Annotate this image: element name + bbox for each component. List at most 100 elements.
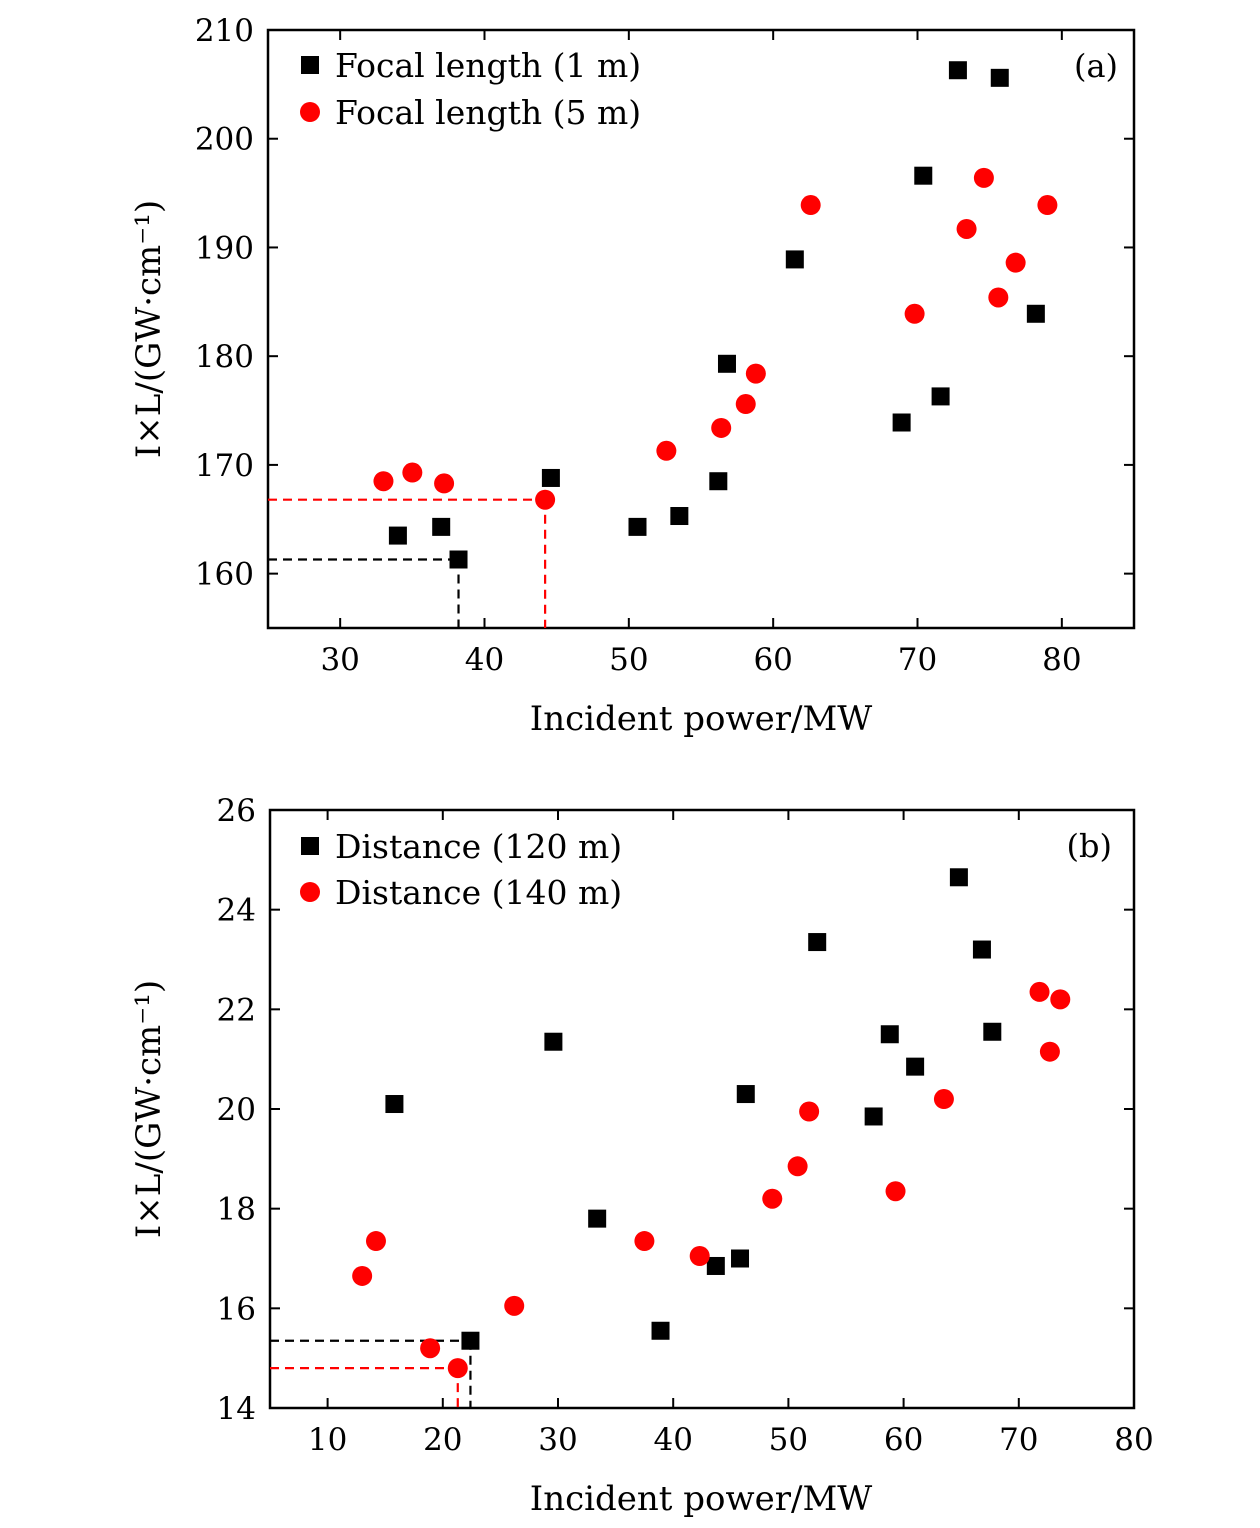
panel-b-circle-point <box>352 1265 373 1286</box>
panel-a-y-tick-label: 190 <box>195 230 254 266</box>
panel-a-square-point <box>449 550 468 569</box>
panel-b-y-tick-label: 20 <box>217 1092 256 1128</box>
panel-a-reference-lines <box>268 498 547 628</box>
panel-a-square-point <box>388 526 407 545</box>
panel-b-x-tick-label: 60 <box>884 1422 923 1458</box>
panel-a-x-tick-label: 30 <box>320 642 359 678</box>
panel-a-x-axis-title: Incident power/MW <box>530 699 872 739</box>
panel-b-square-point <box>461 1331 480 1350</box>
panel-a-x-tick-label: 50 <box>609 642 648 678</box>
panel-a-square-point <box>931 387 950 406</box>
panel-a-square-point <box>717 354 736 373</box>
panel-a: 30 40 50 60 70 80 160 170 180 190 200 210 Incident … <box>129 13 1136 739</box>
panel-b-ticks: 10 20 30 40 50 60 70 80 14 16 18 20 22 24 26 <box>217 793 1154 1458</box>
panel-a-legend-circle-marker <box>300 102 320 122</box>
panel-b-circle-point <box>762 1188 783 1209</box>
panel-b-square-point <box>808 933 827 952</box>
panel-b-y-tick-label: 16 <box>217 1291 256 1327</box>
panel-a-square-point <box>1026 304 1045 323</box>
panel-b-square-point <box>972 940 991 959</box>
panel-b-legend-circle-marker <box>300 882 320 902</box>
panel-b-circle-point <box>799 1101 820 1122</box>
panel-a-y-axis-title: I×L/(GW·cm⁻¹) <box>129 200 169 458</box>
panel-a-y-tick-label: 170 <box>195 448 254 484</box>
panel-a-data-points <box>373 61 1058 569</box>
panel-a-circle-point <box>535 489 556 510</box>
panel-a-square-point <box>785 250 804 269</box>
panel-a-square-point <box>541 468 560 487</box>
panel-b-circle-point <box>1039 1041 1060 1062</box>
panel-b-legend-entry-2: Distance (140 m) <box>335 873 622 912</box>
panel-b-square-point <box>906 1057 925 1076</box>
panel-b: 10 20 30 40 50 60 70 80 14 16 18 20 22 24 26 Incident … <box>129 793 1154 1519</box>
panel-b-circle-point <box>933 1089 954 1110</box>
panel-b-x-tick-label: 10 <box>308 1422 347 1458</box>
panel-b-circle-point <box>420 1338 441 1359</box>
panel-a-x-tick-label: 40 <box>465 642 504 678</box>
panel-a-legend: Focal length (1 m) Focal length (5 m) <box>300 46 641 132</box>
panel-a-circle-point <box>656 440 677 461</box>
panel-b-legend-entry-1: Distance (120 m) <box>335 827 622 866</box>
panel-a-y-tick-label: 210 <box>195 13 254 49</box>
panel-a-square-point <box>914 166 933 185</box>
panel-a-circle-point <box>988 287 1009 308</box>
panel-a-circle-point <box>402 462 423 483</box>
panel-b-label: (b) <box>1067 827 1112 865</box>
panel-b-square-point <box>544 1032 563 1051</box>
panel-a-circle-point <box>711 417 732 438</box>
panel-b-circle-point <box>885 1181 906 1202</box>
panel-b-square-point <box>588 1209 607 1228</box>
panel-a-label: (a) <box>1074 47 1118 85</box>
panel-a-x-tick-label: 70 <box>898 642 937 678</box>
panel-a-square-point <box>892 413 911 432</box>
panel-b-square-point <box>736 1085 755 1104</box>
panel-b-x-tick-label: 40 <box>653 1422 692 1458</box>
panel-b-x-tick-label: 70 <box>999 1422 1038 1458</box>
panel-b-square-point <box>651 1321 670 1340</box>
panel-b-circle-point <box>1050 989 1071 1010</box>
panel-b-circle-point <box>1029 981 1050 1002</box>
panel-b-circle-point <box>787 1156 808 1177</box>
panel-a-circle-point <box>434 473 455 494</box>
panel-b-x-tick-label: 50 <box>769 1422 808 1458</box>
panel-a-circle-point <box>800 195 821 216</box>
panel-b-y-tick-label: 22 <box>217 992 256 1028</box>
panel-b-y-axis-title: I×L/(GW·cm⁻¹) <box>129 980 169 1238</box>
panel-b-y-tick-label: 14 <box>217 1391 256 1427</box>
panel-a-y-tick-label: 180 <box>195 339 254 375</box>
panel-a-square-point <box>709 472 728 491</box>
panel-b-data-points <box>352 868 1071 1379</box>
panel-b-x-tick-label: 30 <box>538 1422 577 1458</box>
panel-b-y-tick-label: 24 <box>217 893 256 929</box>
panel-a-y-tick-label: 200 <box>195 122 254 158</box>
panel-b-y-tick-label: 26 <box>217 793 256 829</box>
panel-a-square-point <box>948 61 967 80</box>
panel-b-square-point <box>949 868 968 887</box>
panel-a-square-point <box>432 517 451 536</box>
panel-a-square-point <box>990 68 1009 87</box>
panel-a-y-tick-label: 160 <box>195 557 254 593</box>
panel-a-legend-entry-2: Focal length (5 m) <box>335 93 641 132</box>
panel-a-circle-point <box>1037 195 1058 216</box>
panel-a-circle-point <box>1005 252 1026 273</box>
panel-b-x-tick-label: 80 <box>1114 1422 1153 1458</box>
panel-b-x-axis-title: Incident power/MW <box>530 1479 872 1519</box>
panel-b-square-point <box>983 1022 1002 1041</box>
panel-a-legend-square-marker <box>301 56 319 74</box>
panel-b-circle-point <box>447 1358 468 1379</box>
panel-a-x-tick-label: 80 <box>1042 642 1081 678</box>
panel-a-circle-point <box>373 471 394 492</box>
panel-b-x-tick-label: 20 <box>423 1422 462 1458</box>
panel-b-circle-point <box>365 1231 386 1252</box>
panel-a-square-point <box>628 517 647 536</box>
panel-a-x-tick-label: 60 <box>753 642 792 678</box>
panel-b-square-point <box>880 1025 899 1044</box>
panel-a-circle-point <box>904 303 925 324</box>
panel-a-circle-point <box>745 363 766 384</box>
panel-b-circle-point <box>634 1231 655 1252</box>
panel-b-square-point <box>706 1256 725 1275</box>
panel-a-circle-point <box>973 167 994 188</box>
panel-a-circle-point <box>956 218 977 239</box>
